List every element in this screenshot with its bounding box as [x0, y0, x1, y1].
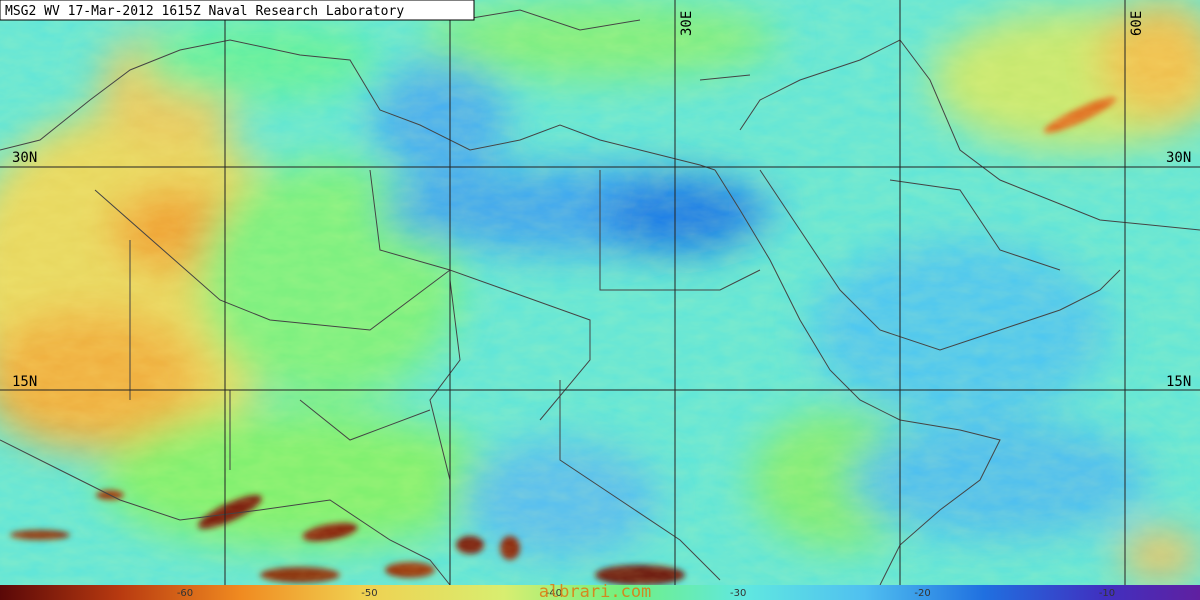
longitude-label: 30E	[679, 11, 695, 36]
latitude-label: 15N	[12, 374, 37, 390]
colorbar-ramp	[0, 585, 1200, 600]
longitude-label: 60E	[1129, 11, 1145, 36]
watermark: albrari.com	[539, 582, 652, 600]
imagery	[0, 0, 1200, 585]
latitude-label: 30N	[1166, 150, 1191, 166]
latitude-label: 30N	[12, 150, 37, 166]
coastlines	[0, 9, 1200, 586]
latitude-label: 15N	[1166, 374, 1191, 390]
title-box	[0, 0, 475, 21]
colorbar-label: -10	[1099, 588, 1115, 599]
colorbar-label: -50	[361, 588, 377, 599]
colorbar-label: -30	[730, 588, 746, 599]
colorbar-label: -20	[914, 588, 930, 599]
colorbar-label: -60	[177, 588, 193, 599]
title: MSG2 WV 17-Mar-2012 1615Z Naval Research…	[5, 4, 404, 19]
colorbar-label: -40	[546, 588, 562, 599]
graticule	[0, 0, 1200, 585]
colorbar: -60 -50 -40 -30 -20 -10	[0, 585, 1200, 600]
